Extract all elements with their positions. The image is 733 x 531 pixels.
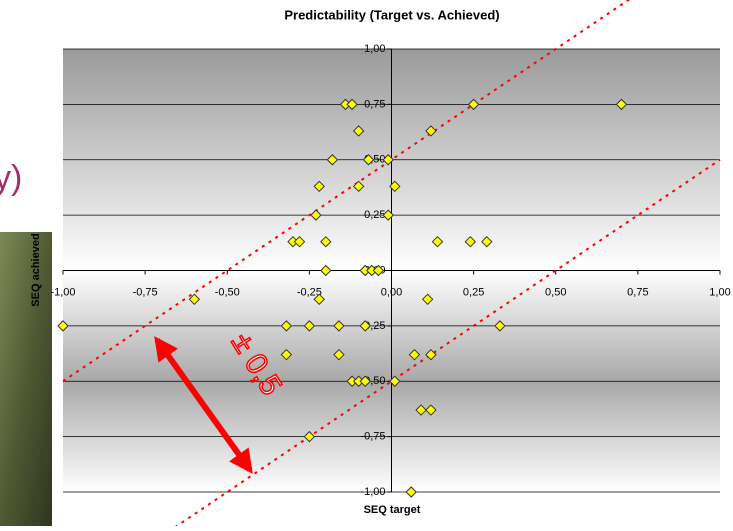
y-tick-label: 1,00: [364, 43, 385, 55]
x-tick-label: -0,50: [215, 286, 240, 298]
x-axis-label: SEQ target: [364, 504, 421, 516]
x-tick-label: 1,00: [709, 286, 730, 298]
y-axis-label: SEQ achieved: [30, 233, 42, 306]
slide-text: y): [0, 159, 22, 197]
x-tick-label: 0,50: [545, 286, 566, 298]
y-tick-label: 0,75: [364, 98, 385, 110]
chart-title: Predictability (Target vs. Achieved): [284, 7, 499, 22]
x-tick-label: 0,00: [381, 286, 402, 298]
y-tick-label: 0,25: [364, 209, 385, 221]
x-tick-label: 0,25: [463, 286, 484, 298]
y-tick-label: -1,00: [360, 486, 385, 498]
x-tick-label: 0,75: [627, 286, 648, 298]
page: y) Predictability (Target vs. Achieved) …: [0, 0, 733, 526]
x-tick-label: -0,75: [133, 286, 158, 298]
chart: y) Predictability (Target vs. Achieved) …: [0, 0, 733, 526]
y-tick-label: -0,75: [360, 431, 385, 443]
slide-photo: [0, 232, 52, 526]
x-tick-label: -1,00: [50, 286, 75, 298]
